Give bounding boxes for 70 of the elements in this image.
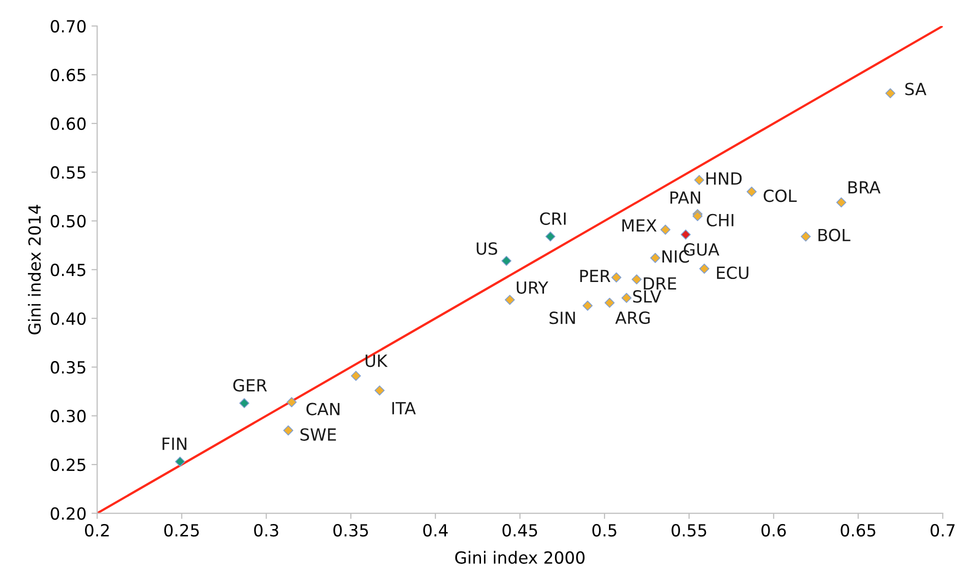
point xyxy=(604,298,615,308)
y-tick-label: 0.30 xyxy=(50,410,86,422)
y-tick-label: 0.65 xyxy=(50,68,86,82)
annotation: PER xyxy=(580,270,610,282)
x-tick-label: 0.4 xyxy=(423,524,448,537)
x-tick-label: 0.25 xyxy=(164,524,199,537)
x-tick-label: 0.3 xyxy=(254,524,278,537)
annotation: US xyxy=(476,242,498,255)
x-tick-label: 0.6 xyxy=(761,524,786,537)
x-tick-label: 0.5 xyxy=(592,524,616,537)
point xyxy=(545,231,556,242)
point xyxy=(746,186,757,197)
annotation: SLV xyxy=(633,290,662,303)
annotation: BRA xyxy=(848,181,880,194)
point xyxy=(632,274,642,284)
annotation: BOL xyxy=(818,228,850,242)
y-axis-title: Gini index 2014 xyxy=(28,204,41,334)
point xyxy=(680,230,691,240)
point xyxy=(836,197,846,208)
point xyxy=(800,231,811,242)
annotation: UK xyxy=(366,354,388,368)
y-tick-label: 0.35 xyxy=(50,361,86,374)
annotation: CAN xyxy=(306,402,340,416)
x-axis-title: Gini index 2000 xyxy=(455,550,585,564)
y-tick-label: 0.50 xyxy=(50,214,86,228)
point xyxy=(504,294,515,305)
x-tick-label: 0.2 xyxy=(85,524,109,537)
x-tick-label: 0.7 xyxy=(930,524,955,537)
annotation: URY xyxy=(516,281,548,294)
point xyxy=(239,398,250,408)
annotation: CRI xyxy=(540,212,566,225)
point xyxy=(650,252,660,263)
annotation: SWE xyxy=(300,428,336,441)
annotation: PAN xyxy=(670,192,700,204)
annotation: HND xyxy=(706,172,742,185)
y-tick-label: 0.70 xyxy=(50,20,86,33)
point xyxy=(582,300,593,311)
annotation: FIN xyxy=(162,438,186,450)
point xyxy=(374,385,385,396)
point xyxy=(699,264,710,274)
annotation: DRE xyxy=(644,277,676,290)
x-tick-label: 0.65 xyxy=(840,524,876,537)
annotation: SIN xyxy=(550,312,575,324)
point xyxy=(501,256,512,266)
x-tick-label: 0.45 xyxy=(502,524,538,537)
point xyxy=(283,425,294,436)
point xyxy=(286,397,297,408)
y-tick-label: 0.55 xyxy=(50,166,86,179)
x-tick-label: 0.35 xyxy=(333,524,368,537)
point xyxy=(660,224,670,235)
annotation: CHI xyxy=(706,214,734,226)
point xyxy=(175,456,186,467)
point xyxy=(885,88,896,98)
annotation: ECU xyxy=(717,266,748,280)
point xyxy=(611,272,622,282)
point xyxy=(621,292,632,303)
annotation: COL xyxy=(764,189,797,202)
x-tick-label: 0.55 xyxy=(672,524,706,537)
annotation: ITA xyxy=(392,402,416,414)
y-tick-label: 0.45 xyxy=(50,264,86,276)
annotation: SA xyxy=(905,82,926,96)
point xyxy=(694,174,704,186)
y-tick-label: 0.20 xyxy=(50,507,86,520)
y-tick-label: 0.25 xyxy=(50,458,86,472)
y-tick-label: 0.40 xyxy=(50,312,86,325)
annotation: ARG xyxy=(615,311,650,324)
point xyxy=(350,370,361,381)
y-tick-label: 0.60 xyxy=(50,117,86,130)
annotation: MEX xyxy=(622,219,657,232)
annotation: GER xyxy=(233,378,267,392)
